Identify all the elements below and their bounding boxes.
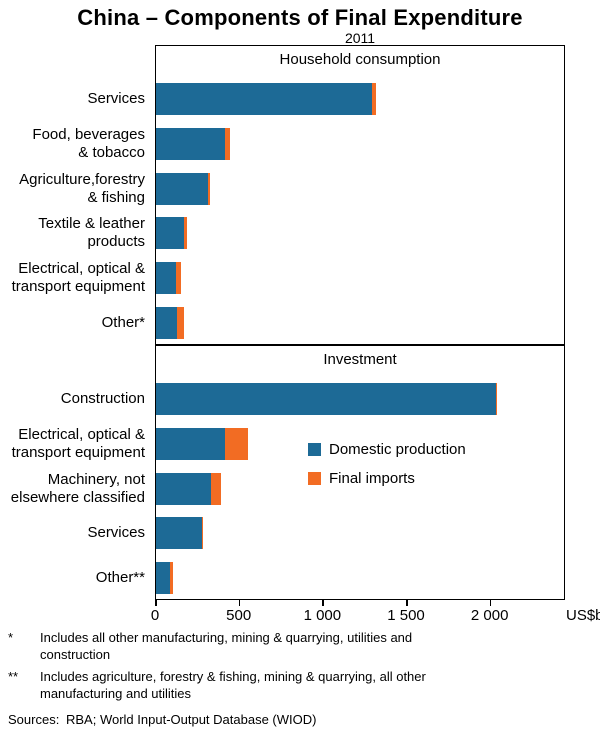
footnote-1-text: Includes all other manufacturing, mining… (40, 630, 413, 662)
bar-segment-domestic-production (156, 517, 203, 550)
category-label: Electrical, optical & transport equipmen… (11, 425, 145, 461)
chart-subtitle: 2011 (344, 30, 376, 46)
x-axis-tick-mark (238, 600, 241, 606)
bar-segment-final-imports (207, 172, 210, 205)
bar-segment-domestic-production (156, 427, 225, 460)
category-label: Construction (60, 390, 145, 408)
panel-title-investment: Investment (323, 351, 397, 368)
category-label: Food, beverages & tobacco (32, 126, 145, 161)
category-label: Agriculture,forestry & fishing (19, 170, 145, 206)
bar-segment-domestic-production (156, 262, 177, 294)
x-axis-tick-label: 1 500 (387, 607, 425, 624)
footnote-1-marker: * (8, 630, 14, 645)
bar-segment-final-imports (211, 472, 222, 505)
axis-unit-label: US$b (566, 607, 600, 624)
bar-segment-domestic-production (156, 172, 208, 205)
footnote-2-text: Includes agriculture, forestry & fishing… (40, 668, 426, 701)
sources-text: RBA; World Input-Output Database (WIOD) (66, 711, 317, 727)
bar-segment-domestic-production (156, 83, 372, 116)
plot-area (155, 45, 565, 600)
bar-segment-final-imports (371, 83, 377, 116)
x-axis-tick-label: 0 (150, 607, 160, 624)
x-axis-tick-label: 1 000 (303, 607, 342, 624)
bar-segment-domestic-production (156, 306, 177, 339)
bar-segment-domestic-production (156, 561, 171, 594)
category-label: Services (87, 90, 145, 108)
x-axis-tick-label: 2 000 (470, 607, 509, 624)
bar-segment-domestic-production (156, 472, 212, 505)
bar-segment-domestic-production (156, 128, 225, 160)
panel-divider (155, 344, 565, 346)
panel-title-household-consumption: Household consumption (279, 51, 441, 68)
category-label: Electrical, optical & transport equipmen… (11, 260, 145, 295)
legend: Domestic production Final imports (308, 441, 466, 487)
category-label: Machinery, not elsewhere classified (10, 470, 145, 506)
bar-segment-final-imports (170, 561, 173, 594)
category-label: Services (87, 524, 145, 542)
footnote-2-marker: ** (8, 668, 19, 684)
footnote-2: ** Includes agriculture, forestry & fish… (8, 669, 594, 703)
category-label: Other* (101, 313, 145, 331)
legend-label-domestic: Domestic production (329, 441, 466, 458)
sources-label: Sources: (8, 711, 60, 727)
legend-item-domestic: Domestic production (308, 441, 466, 458)
page-title: China – Components of Final Expenditure (77, 5, 523, 30)
bar-segment-final-imports (202, 517, 203, 550)
bar-segment-domestic-production (156, 217, 184, 250)
bar-segment-domestic-production (156, 383, 496, 416)
bar-segment-final-imports (224, 128, 231, 160)
bar-segment-final-imports (176, 306, 185, 339)
x-axis-tick-mark (406, 600, 408, 606)
bar-segment-final-imports (183, 217, 187, 250)
footnote-1: * Includes all other manufacturing, mini… (8, 630, 594, 664)
x-axis-tick-mark (489, 600, 492, 606)
x-axis-tick-label: 500 (226, 607, 252, 624)
bar-segment-final-imports (224, 427, 249, 460)
legend-swatch-imports (308, 472, 321, 485)
legend-label-imports: Final imports (329, 470, 415, 487)
sources-line: Sources: RBA; World Input-Output Databas… (8, 712, 594, 729)
bar-segment-final-imports (176, 262, 182, 294)
x-axis-tick-mark (155, 600, 157, 606)
bar-segment-final-imports (495, 383, 498, 416)
category-label: Other** (95, 568, 145, 586)
legend-swatch-domestic (308, 443, 321, 456)
legend-item-imports: Final imports (308, 470, 466, 487)
category-label: Textile & leather products (38, 215, 145, 251)
x-axis-tick-mark (322, 600, 324, 606)
footnotes: * Includes all other manufacturing, mini… (8, 630, 594, 728)
